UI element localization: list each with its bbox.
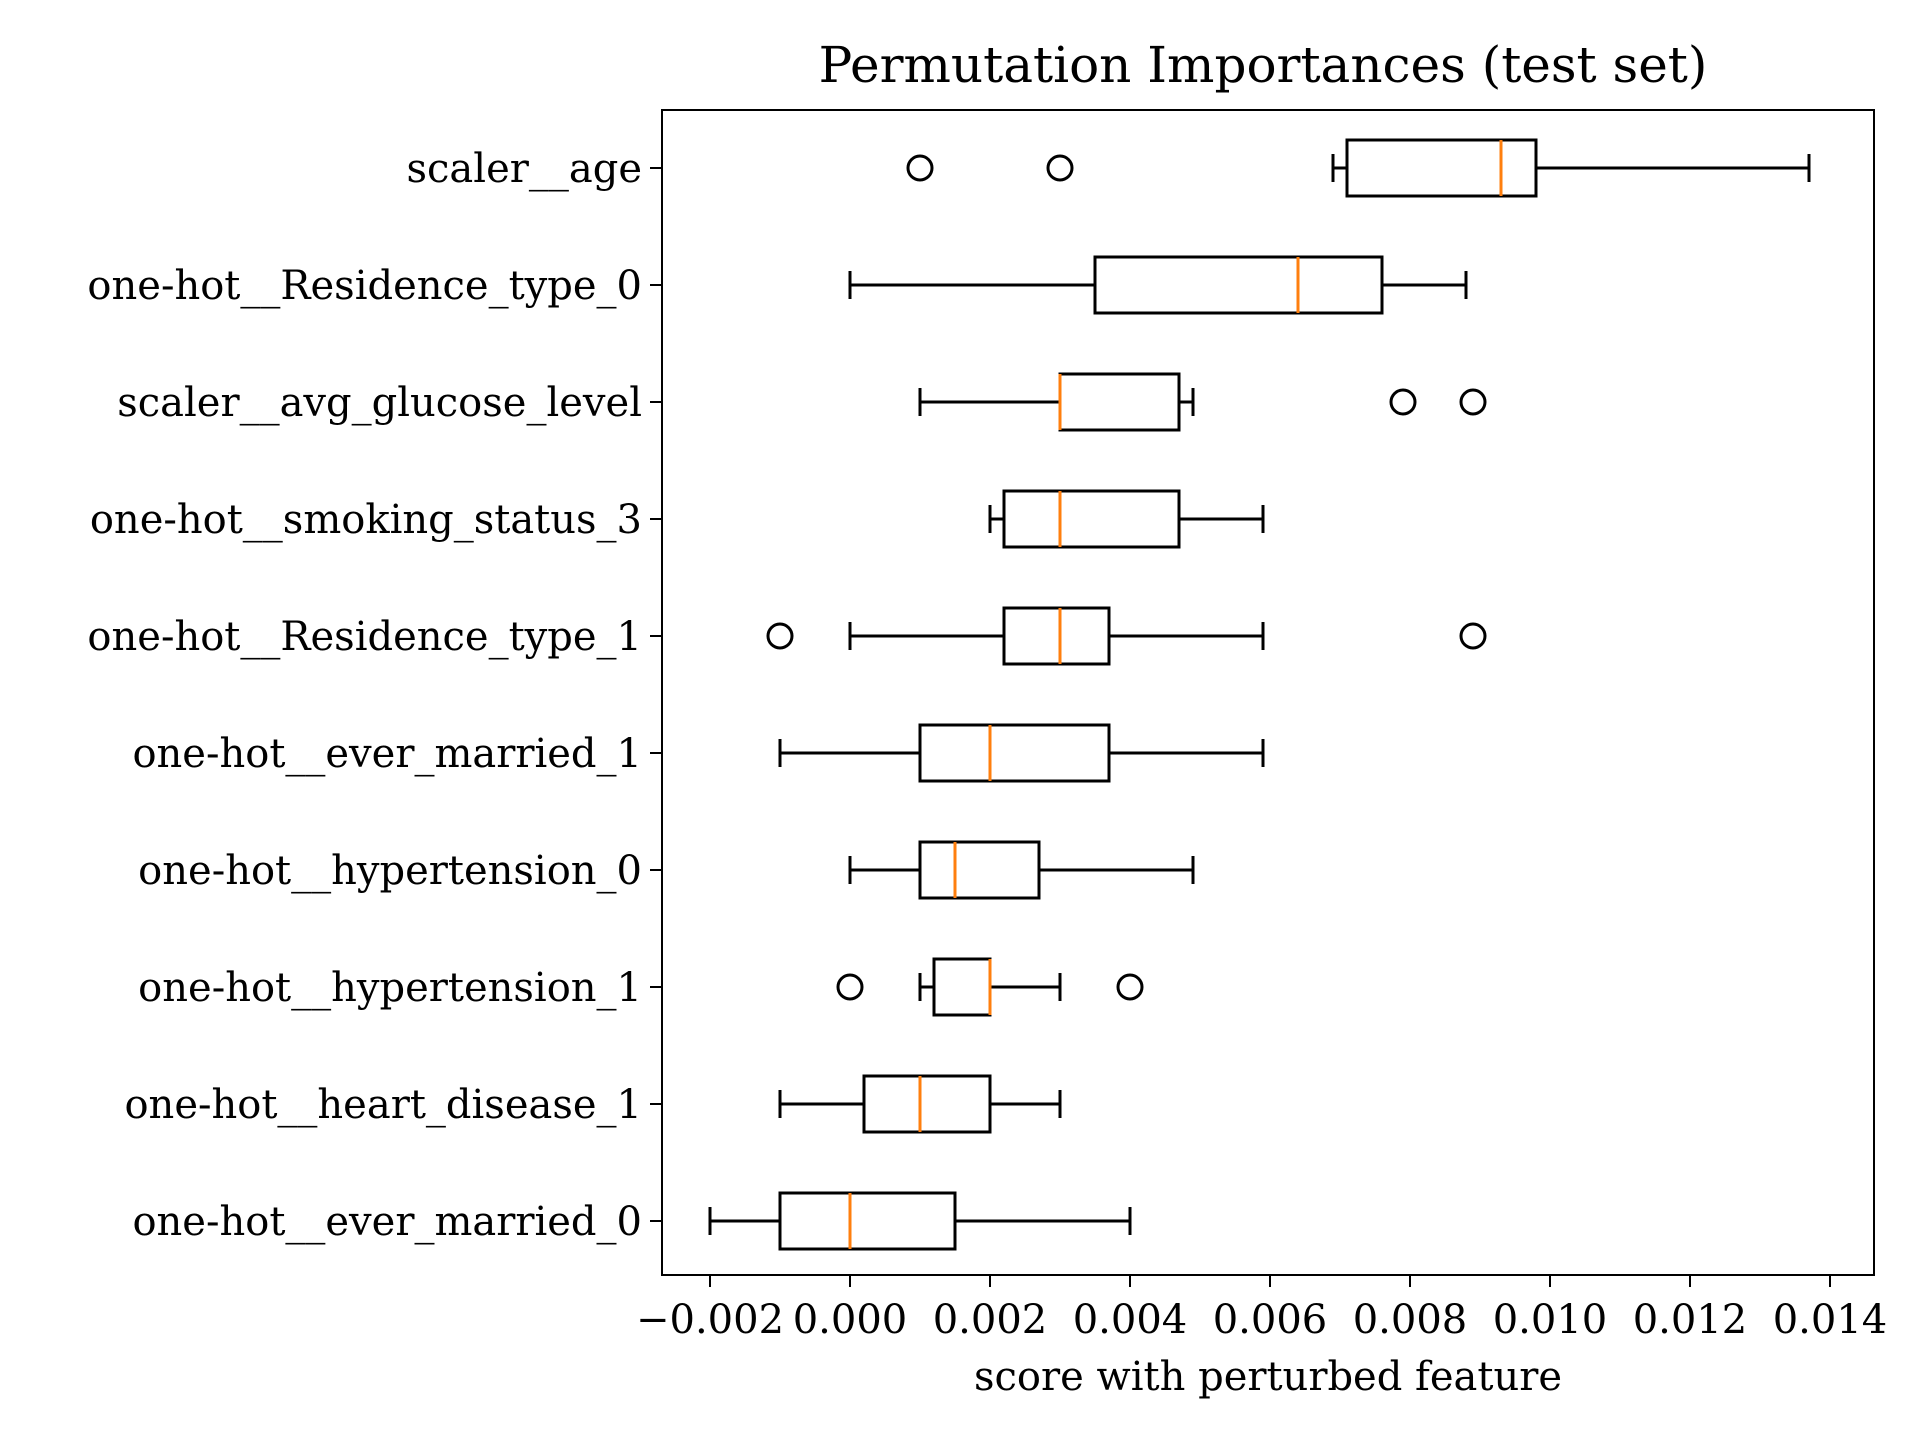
box-iqr (1093, 255, 1384, 315)
x-tick-label: 0.000 (793, 1297, 908, 1343)
x-tick-label: 0.012 (1633, 1297, 1748, 1343)
y-tick-label: scaler__avg_glucose_level (117, 380, 642, 426)
y-tick-label: one-hot__smoking_status_3 (90, 497, 642, 543)
x-axis-label: score with perturbed feature (974, 1354, 1562, 1400)
box-iqr (1002, 606, 1111, 666)
axes-frame (661, 109, 1875, 1276)
box-iqr (778, 1191, 957, 1251)
y-tick-label: one-hot__Residence_type_1 (87, 614, 642, 660)
y-tick-label: one-hot__hypertension_0 (138, 848, 642, 894)
x-axis: −0.002 0.000 0.002 0.004 0.006 0.008 0.010 0.01… (636, 1275, 1887, 1343)
x-tick-label: 0.002 (933, 1297, 1048, 1343)
outlier-point (906, 154, 934, 182)
box-one-hot__Residence_type_1 (766, 606, 1487, 666)
box-one-hot__hypertension_1 (836, 957, 1144, 1017)
x-tick-label: 0.010 (1493, 1297, 1608, 1343)
box-one-hot__ever_married_1 (778, 723, 1265, 783)
box-scaler__age (906, 138, 1811, 198)
box-iqr (918, 840, 1041, 900)
box-iqr (862, 1074, 992, 1134)
outlier-point (1116, 973, 1144, 1001)
box-one-hot__ever_married_0 (708, 1191, 1132, 1251)
box-one-hot__smoking_status_3 (988, 489, 1265, 549)
x-tick-label: −0.002 (636, 1297, 784, 1343)
y-tick-label: scaler__age (407, 146, 643, 192)
outlier-point (836, 973, 864, 1001)
plot-area (708, 138, 1811, 1251)
chart-title: Permutation Importances (test set) (819, 36, 1708, 94)
y-tick-label: one-hot__hypertension_1 (138, 965, 642, 1011)
x-tick-label: 0.004 (1073, 1297, 1188, 1343)
x-tick-label: 0.006 (1213, 1297, 1328, 1343)
outlier-point (1046, 154, 1074, 182)
outlier-point (1459, 388, 1487, 416)
box-one-hot__Residence_type_0 (848, 255, 1468, 315)
box-iqr (918, 723, 1111, 783)
outlier-point (766, 622, 794, 650)
box-iqr (932, 957, 992, 1017)
box-one-hot__hypertension_0 (848, 840, 1195, 900)
x-tick-label: 0.008 (1353, 1297, 1468, 1343)
box-scaler__avg_glucose_level (918, 372, 1487, 432)
y-tick-label: one-hot__heart_disease_1 (124, 1082, 642, 1128)
y-tick-label: one-hot__ever_married_1 (132, 731, 642, 777)
outlier-point (1459, 622, 1487, 650)
box-iqr (1058, 372, 1181, 432)
y-tick-label: one-hot__Residence_type_0 (87, 263, 642, 309)
box-iqr (1345, 138, 1538, 198)
box-one-hot__heart_disease_1 (778, 1074, 1062, 1134)
y-tick-label: one-hot__ever_married_0 (132, 1199, 642, 1245)
box-iqr (1002, 489, 1181, 549)
x-tick-label: 0.014 (1773, 1297, 1888, 1343)
outlier-point (1389, 388, 1417, 416)
y-axis: scaler__age one-hot__Residence_type_0scal… (87, 146, 662, 1245)
